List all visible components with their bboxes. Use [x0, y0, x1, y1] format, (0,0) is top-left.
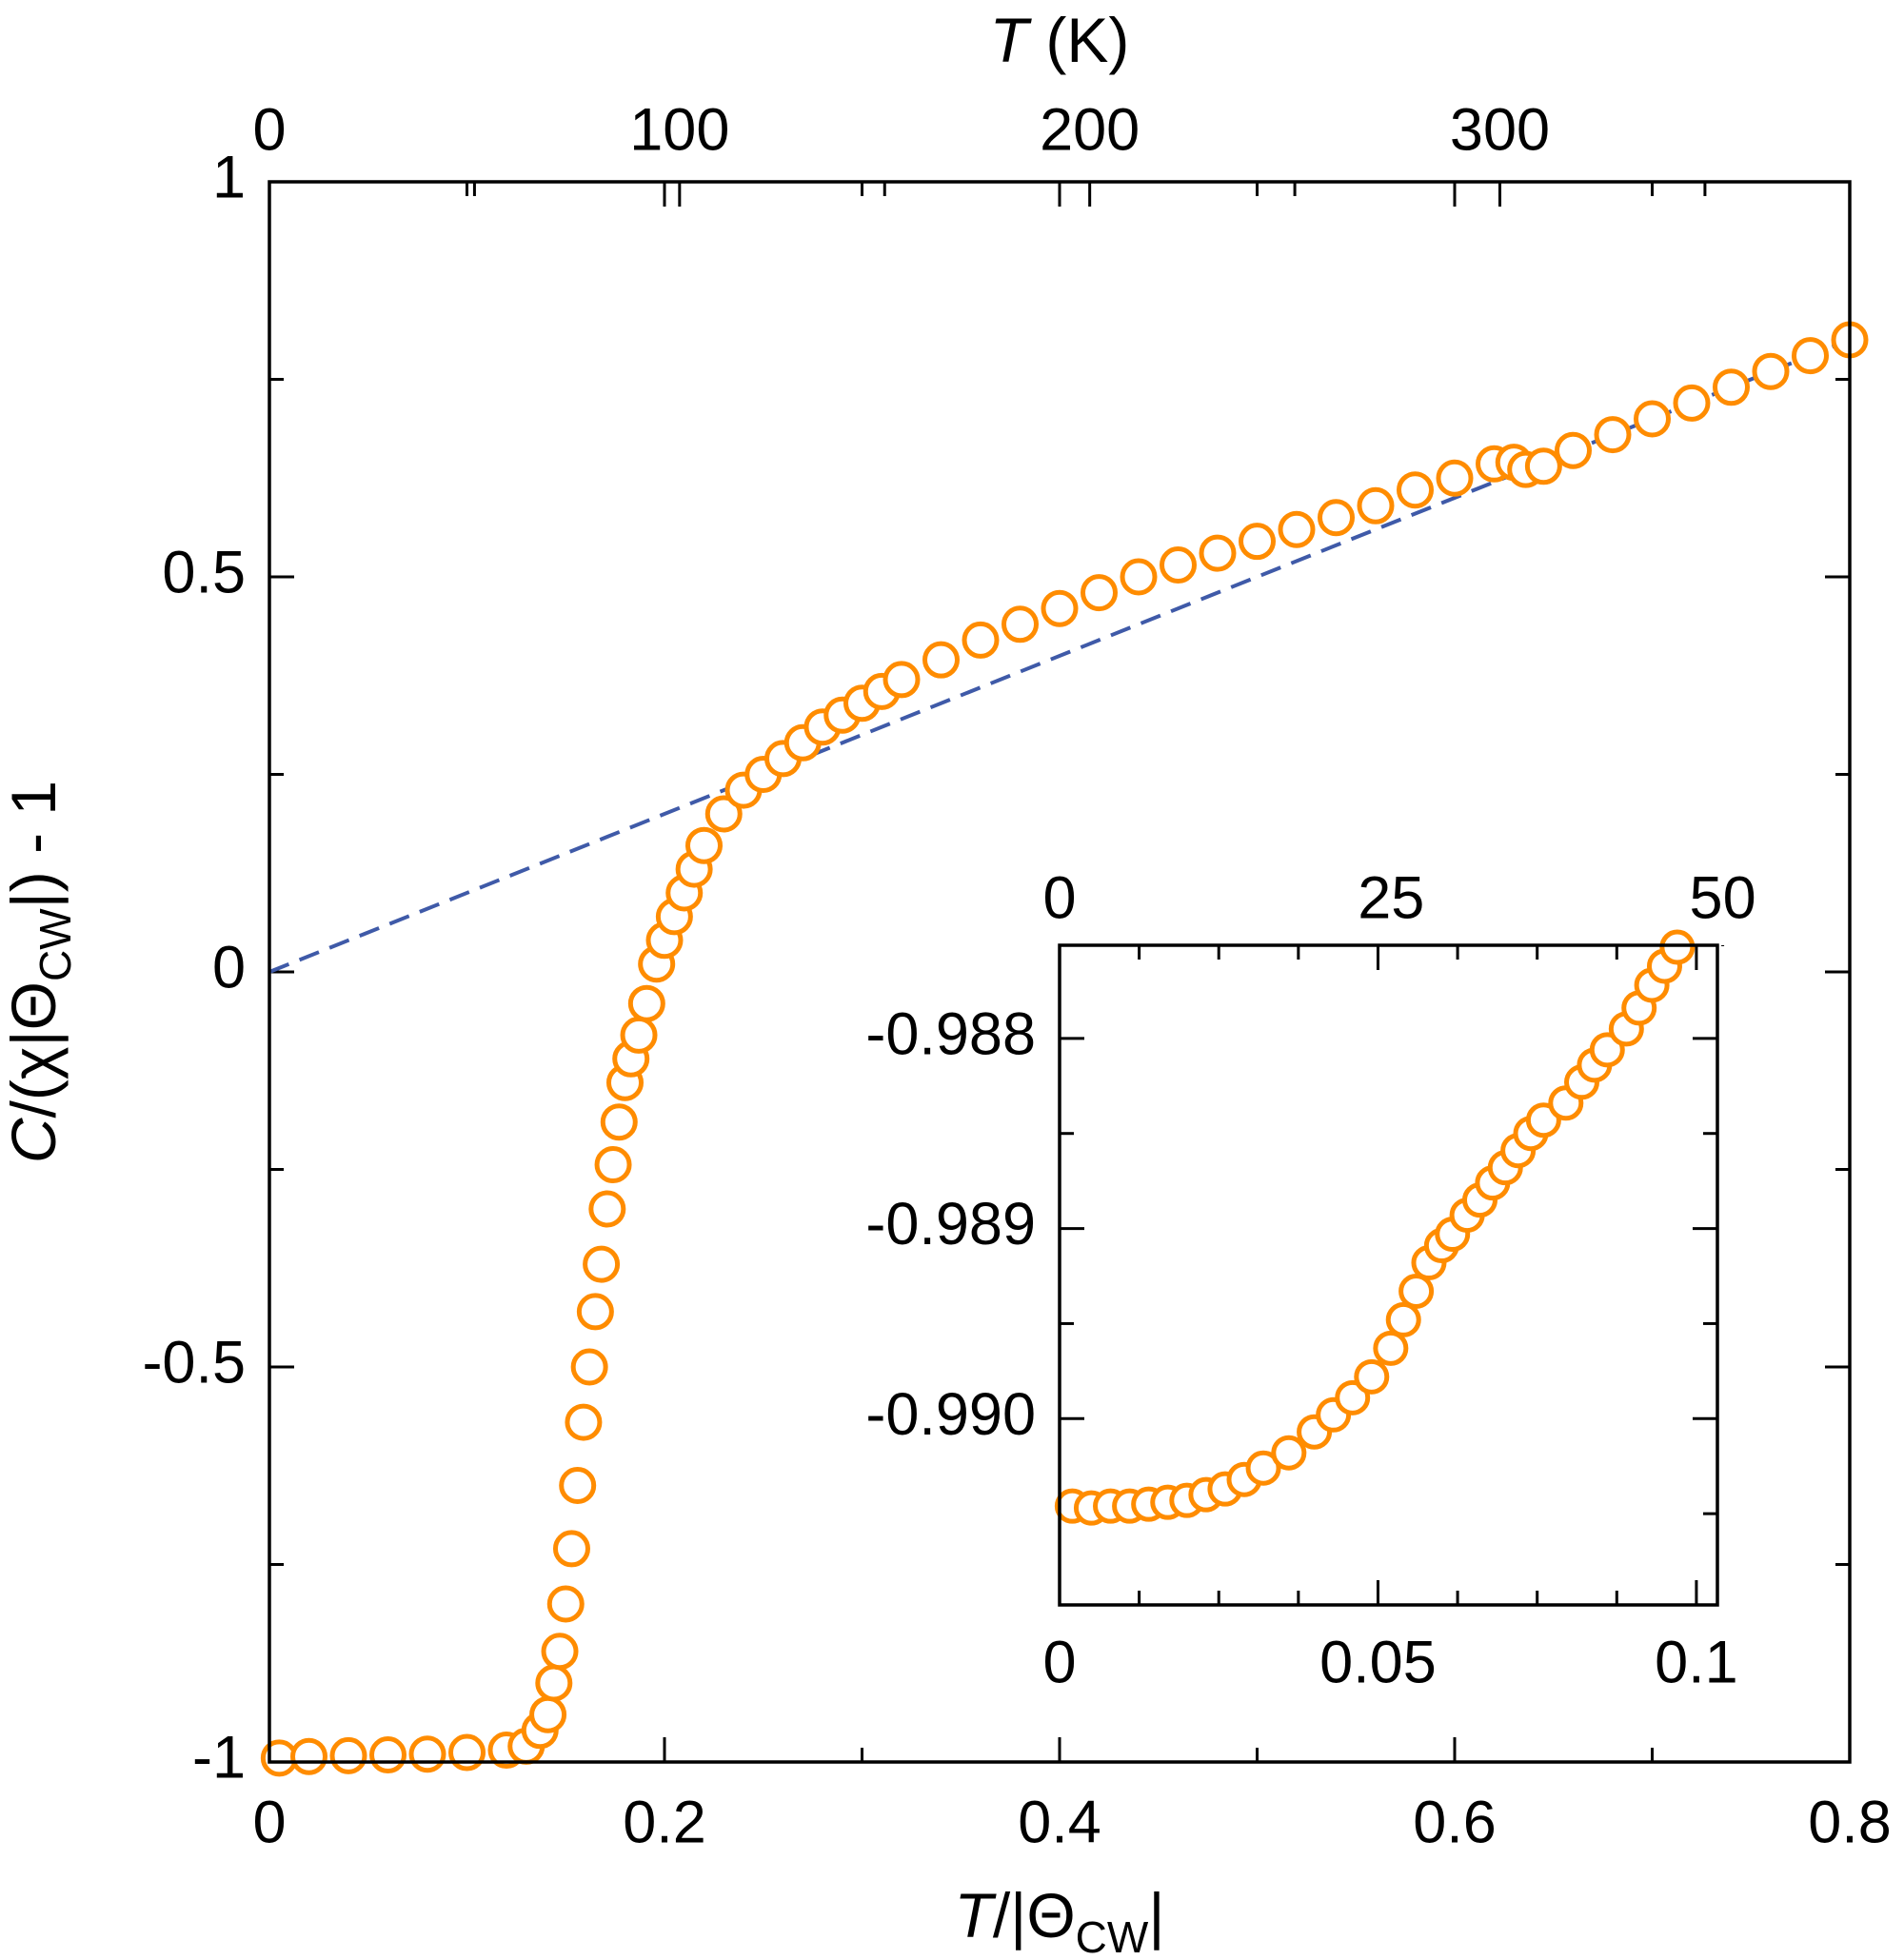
x-tick-label: 0.2: [623, 1790, 706, 1856]
x-tick-label: 0.1: [1655, 1630, 1738, 1696]
data-point: [546, 1585, 585, 1623]
data-point: [448, 1733, 486, 1772]
data-point: [552, 1530, 590, 1568]
data-point: [559, 1467, 597, 1504]
data-point: [1239, 523, 1276, 561]
y-tick-label: 1: [212, 145, 246, 211]
data-point: [1713, 368, 1750, 406]
x-tick-label: 0.05: [1319, 1630, 1437, 1696]
y-tick-label: -1: [192, 1725, 246, 1792]
x-tick-label: 0.8: [1808, 1790, 1892, 1856]
x-tick-label: 0.6: [1413, 1790, 1497, 1856]
plot-frame: [268, 180, 1852, 1764]
data-point: [1659, 929, 1696, 965]
x2-tick-label: 300: [1450, 97, 1550, 164]
plot-frame: [1058, 943, 1719, 1607]
y-tick-label: -0.988: [865, 1000, 1036, 1067]
data-point: [1199, 534, 1237, 572]
data-point: [627, 984, 665, 1022]
y-tick-label: -0.5: [142, 1330, 246, 1396]
data-point: [883, 661, 921, 699]
data-point: [1354, 1358, 1390, 1395]
data-point: [369, 1736, 407, 1774]
data-point: [565, 1403, 603, 1441]
y-axis-label: C/(χ|ΘCW|) - 1: [0, 781, 80, 1163]
data-point: [922, 641, 960, 679]
data-point: [290, 1737, 327, 1775]
series-group: [1054, 929, 1696, 1526]
data-point: [408, 1735, 446, 1773]
x-axis-label: T/|ΘCW|: [955, 1880, 1165, 1960]
y-tick-label: 0: [212, 935, 246, 1001]
data-point: [1436, 459, 1474, 497]
data-point: [594, 1146, 632, 1184]
x2-tick-label: 100: [629, 97, 729, 164]
data-point: [1792, 337, 1829, 375]
data-point: [570, 1348, 608, 1386]
data-point: [1160, 546, 1197, 584]
data-point: [1002, 605, 1039, 643]
data-point: [1318, 499, 1355, 537]
x2-tick-label: 0: [252, 97, 286, 164]
data-point: [620, 1016, 658, 1054]
data-point: [1398, 1273, 1435, 1309]
data-point: [1752, 352, 1790, 390]
data-point: [329, 1736, 367, 1774]
data-point: [529, 1695, 567, 1733]
y-tick-label: 0.5: [162, 540, 246, 606]
data-point: [1555, 431, 1592, 469]
fit-line: [268, 338, 1851, 974]
x2-axis-label: T (K): [990, 5, 1130, 75]
data-point: [704, 795, 743, 833]
data-point: [1373, 1330, 1409, 1366]
data-point: [576, 1293, 614, 1331]
y-tick-label: -0.990: [865, 1381, 1036, 1448]
data-point: [583, 1245, 621, 1283]
data-point: [1357, 486, 1395, 525]
x2-tick-label: 25: [1358, 865, 1424, 932]
x2-tick-label: 50: [1690, 865, 1756, 932]
data-point: [1120, 558, 1158, 596]
y-tick-label: -0.989: [865, 1191, 1036, 1257]
data-point: [1245, 1450, 1281, 1486]
x2-tick-label: 0: [1042, 865, 1076, 932]
x-tick-label: 0: [252, 1790, 286, 1856]
x-tick-label: 0.4: [1018, 1790, 1101, 1856]
data-point: [541, 1633, 579, 1671]
data-point: [962, 621, 1000, 659]
data-point: [1271, 1435, 1307, 1471]
x-tick-label: 0: [1042, 1630, 1076, 1696]
data-point: [1385, 1301, 1421, 1337]
data-point: [600, 1103, 638, 1141]
data-point: [1594, 416, 1632, 454]
data-point: [685, 826, 723, 864]
data-point: [1673, 384, 1711, 422]
data-point: [535, 1664, 573, 1702]
x2-tick-label: 200: [1040, 97, 1140, 164]
data-point: [1524, 447, 1562, 485]
data-point: [1081, 574, 1118, 612]
data-point: [1041, 589, 1079, 627]
data-point: [1278, 510, 1316, 548]
data-point: [1634, 400, 1671, 438]
series-group: [260, 321, 1869, 1777]
data-point: [588, 1190, 626, 1228]
data-point: [1397, 471, 1434, 509]
